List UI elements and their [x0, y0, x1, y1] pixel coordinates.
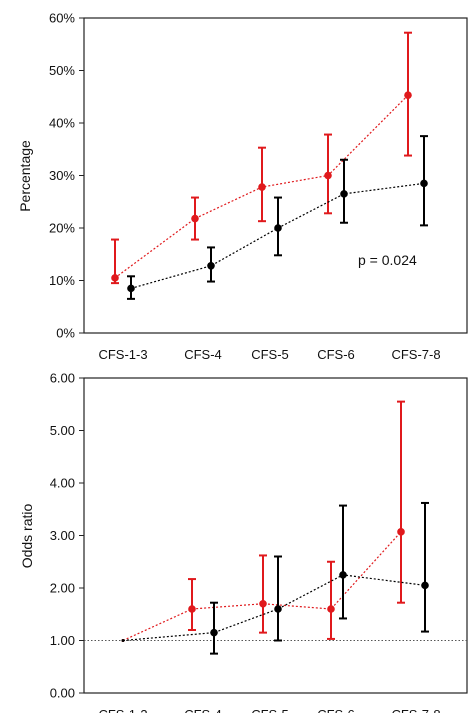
data-point — [207, 262, 215, 270]
x-tick-label: CFS-5 — [251, 707, 289, 713]
x-tick-label: CFS-4 — [184, 347, 222, 362]
p-value-annotation: p = 0.024 — [358, 252, 417, 268]
y-axis-title: Percentage — [17, 140, 33, 212]
x-axis-ticks: CFS-1-3 CFS-4 CFS-5 CFS-6 CFS-7-8 — [98, 707, 440, 713]
data-point — [127, 284, 135, 293]
y-tick-label: 1.00 — [50, 633, 75, 648]
y-tick-label: 40% — [49, 116, 75, 131]
data-point — [210, 628, 218, 637]
y-tick-label: 4.00 — [50, 476, 75, 491]
y-tick-label: 60% — [49, 11, 75, 26]
x-axis-ticks: CFS-1-3 CFS-4 CFS-5 CFS-6 CFS-7-8 — [98, 347, 440, 362]
data-point — [340, 190, 348, 198]
plot-frame — [83, 17, 468, 334]
x-tick-label: CFS-7-8 — [391, 707, 440, 713]
x-tick-label: CFS-4 — [184, 707, 222, 713]
series-line — [122, 574, 426, 642]
y-tick-label: 10% — [49, 273, 75, 288]
x-tick-label: CFS-6 — [317, 707, 355, 713]
data-point — [327, 605, 335, 613]
plot-frame — [83, 377, 468, 694]
y-axis-title: Odds ratio — [19, 503, 35, 568]
y-tick-label: 20% — [49, 221, 75, 236]
data-point — [420, 179, 428, 188]
x-tick-label: CFS-5 — [251, 347, 289, 362]
y-tick-label: 2.00 — [50, 581, 75, 596]
y-tick-label: 30% — [49, 168, 75, 183]
y-tick-label: 3.00 — [50, 528, 75, 543]
data-point — [121, 639, 125, 642]
data-point — [258, 183, 266, 191]
percentage-chart: 0%10%20%30%40%50%60% CFS-1-3 CFS-4 CFS-5 CF… — [17, 11, 468, 362]
chart-marks — [111, 31, 428, 300]
y-axis-ticks: 0% 10% 20% 30% 40% 50% 60% — [49, 11, 84, 341]
data-point — [274, 605, 282, 613]
y-tick-label: 0.00 — [50, 686, 75, 701]
y-tick-label: 6.00 — [50, 371, 75, 386]
data-point — [111, 274, 119, 282]
data-point — [397, 528, 405, 536]
x-tick-label: CFS-6 — [317, 347, 355, 362]
data-point — [259, 599, 267, 608]
y-tick-label: 50% — [49, 63, 75, 78]
series-line — [122, 531, 402, 642]
x-tick-label: CFS-1-3 — [98, 707, 147, 713]
data-point — [274, 224, 282, 232]
data-point — [188, 605, 196, 613]
odds-ratio-chart: 0.001.002.003.004.005.006.00 CFS-1-3CFS-… — [19, 371, 468, 713]
data-point — [404, 91, 412, 99]
y-tick-label: 5.00 — [50, 423, 75, 438]
data-point — [421, 581, 429, 590]
data-point — [191, 214, 199, 223]
data-point — [324, 171, 332, 180]
y-tick-label: 0% — [56, 326, 75, 341]
x-tick-label: CFS-7-8 — [391, 347, 440, 362]
x-tick-label: CFS-1-3 — [98, 347, 147, 362]
chart-marks — [84, 400, 467, 655]
y-axis-ticks: 0.00 1.00 2.00 3.00 4.00 5.00 6.00 — [50, 371, 84, 701]
data-point — [339, 571, 347, 579]
